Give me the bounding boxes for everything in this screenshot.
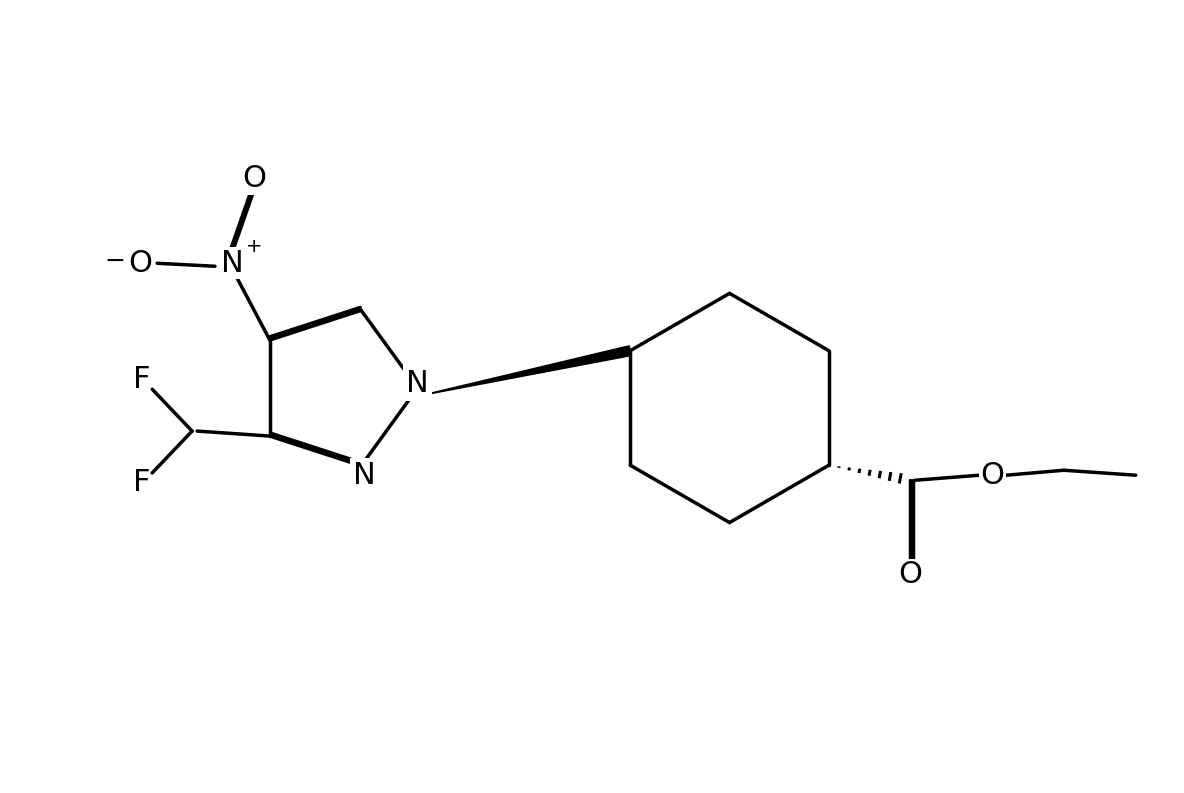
Text: −: − bbox=[105, 249, 126, 274]
Text: O: O bbox=[128, 249, 153, 278]
Text: N: N bbox=[353, 462, 375, 490]
Text: N: N bbox=[406, 369, 429, 397]
Text: O: O bbox=[980, 461, 1004, 490]
Text: F: F bbox=[134, 469, 152, 497]
Text: N: N bbox=[353, 462, 375, 490]
Text: N: N bbox=[353, 462, 375, 490]
Text: N: N bbox=[406, 369, 429, 397]
Text: +: + bbox=[245, 237, 262, 256]
Text: N: N bbox=[220, 249, 243, 278]
Text: O: O bbox=[899, 561, 922, 589]
Text: F: F bbox=[134, 365, 152, 394]
Text: O: O bbox=[242, 164, 266, 193]
Text: N: N bbox=[406, 369, 429, 397]
Polygon shape bbox=[432, 346, 631, 393]
